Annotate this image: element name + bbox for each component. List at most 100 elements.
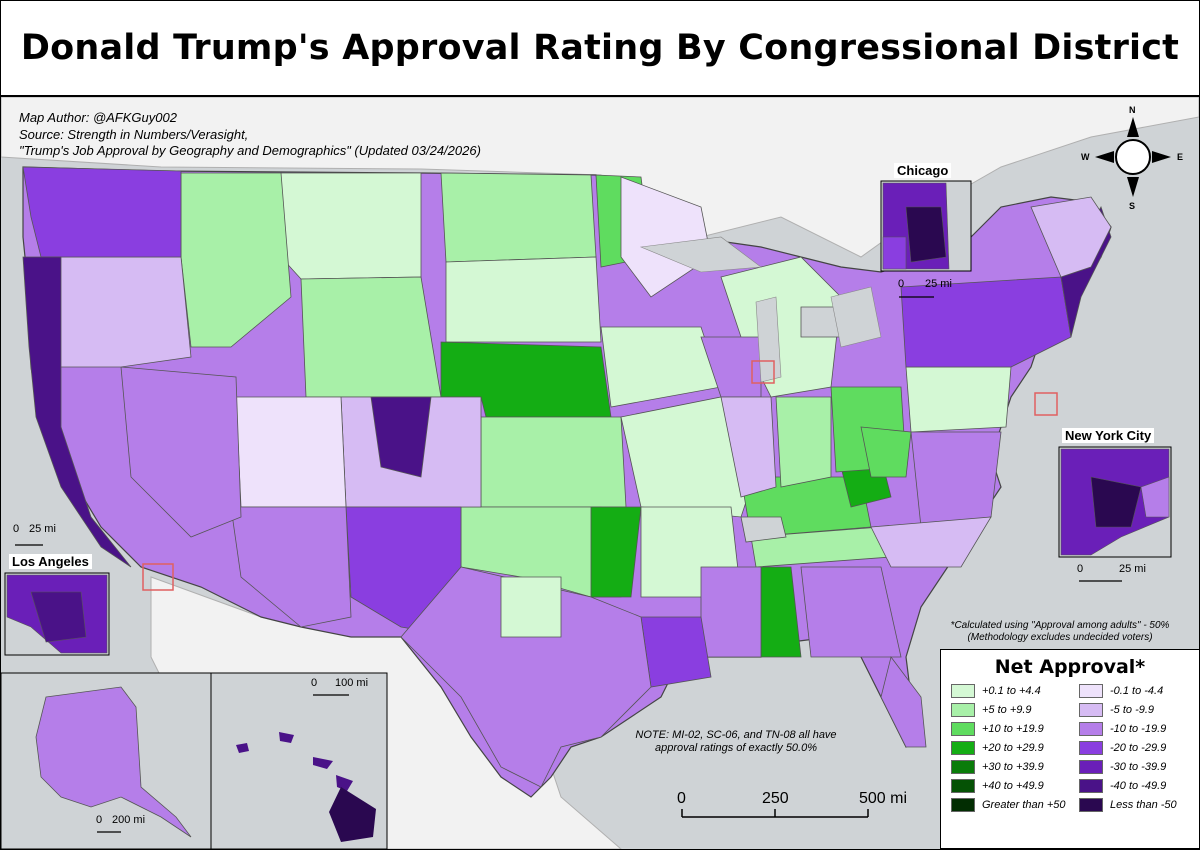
- legend-swatch: [951, 703, 975, 717]
- nyc-label: New York City: [1062, 428, 1155, 443]
- denver-region: [370, 396, 432, 478]
- legend-grid: +0.1 to +4.4 -0.1 to -4.4 +5 to +9.9 -5 to …: [941, 684, 1199, 812]
- nyc-inset-east: [1140, 476, 1170, 518]
- chicago-inset-south: [882, 236, 907, 270]
- arizona-region: [230, 506, 352, 628]
- illinois-region: [720, 396, 777, 498]
- nyc-scale-label: 25 mi: [1119, 563, 1146, 575]
- north-carolina-region: [870, 516, 992, 568]
- compass-west: W: [1081, 152, 1090, 162]
- legend-label: +5 to +9.9: [982, 704, 1032, 716]
- legend-item-positive: +40 to +49.9: [951, 779, 1079, 793]
- legend-swatch: [1079, 798, 1103, 812]
- map-frame: Map Author: @AFKGuy002 Source: Strength …: [0, 96, 1200, 850]
- alaska-land: [35, 686, 192, 838]
- chicago-scale-zero: 0: [898, 278, 905, 290]
- legend-swatch: [951, 741, 975, 755]
- la-highlight-box: [142, 563, 174, 591]
- legend-item-positive: +20 to +29.9: [951, 741, 1079, 755]
- legend-item-negative: -0.1 to -4.4: [1079, 684, 1199, 698]
- la-scale-label: 25 mi: [29, 523, 56, 535]
- south-dakota-region: [445, 256, 602, 343]
- legend-title: Net Approval*: [994, 656, 1146, 678]
- legend-label: +20 to +29.9: [982, 742, 1044, 754]
- missouri-gray-region: [740, 516, 787, 543]
- exact-note-line2: approval ratings of exactly 50.0%: [654, 742, 818, 754]
- utah-region: [235, 396, 347, 508]
- georgia-region: [800, 566, 902, 658]
- legend-item-negative: -20 to -29.9: [1079, 741, 1199, 755]
- exact-note-line1: NOTE: MI-02, SC-06, and TN-08 all have: [635, 729, 837, 741]
- texas-region: [400, 566, 652, 788]
- legend-swatch: [1079, 684, 1103, 698]
- pennsylvania-region: [905, 366, 1012, 433]
- legend-label: +10 to +19.9: [982, 723, 1044, 735]
- florida-region: [880, 656, 927, 748]
- washington-region: [22, 166, 182, 258]
- legend-label: -20 to -29.9: [1110, 742, 1167, 754]
- chicago-scale-label: 25 mi: [925, 278, 952, 290]
- map-canvas: [1, 97, 1199, 849]
- chicago-inset-core: [905, 206, 947, 263]
- hawaii-scale-zero: 0: [311, 677, 318, 689]
- mississippi-region: [700, 566, 762, 658]
- indiana-region: [775, 396, 832, 488]
- alaska-scale-label: 200 mi: [112, 814, 146, 826]
- calc-note-line1: *Calculated using "Approval among adults…: [950, 620, 1170, 631]
- legend-swatch: [1079, 703, 1103, 717]
- la-label: Los Angeles: [9, 554, 92, 569]
- hawaii-molokai: [313, 757, 333, 769]
- legend-label: +30 to +39.9: [982, 761, 1044, 773]
- legend-item-positive: Greater than +50: [951, 798, 1079, 812]
- legend-item-positive: +30 to +39.9: [951, 760, 1079, 774]
- legend-item-positive: +0.1 to +4.4: [951, 684, 1079, 698]
- oklahoma-east-region: [590, 506, 642, 598]
- legend-label: -5 to -9.9: [1110, 704, 1155, 716]
- legend-item-negative: -5 to -9.9: [1079, 703, 1199, 717]
- la-scale-zero: 0: [13, 523, 20, 535]
- california-coast-region: [22, 256, 132, 568]
- calc-note-line2: (Methodology excludes undecided voters): [967, 632, 1153, 643]
- wyoming-region: [300, 276, 442, 398]
- west-virginia-region: [860, 426, 912, 478]
- legend-label: +0.1 to +4.4: [982, 685, 1041, 697]
- legend-swatch: [1079, 779, 1103, 793]
- nevada-region: [120, 366, 242, 538]
- legend-item-negative: -30 to -39.9: [1079, 760, 1199, 774]
- main-scale-zero: 0: [677, 790, 686, 807]
- hawaii-oahu: [279, 732, 294, 743]
- legend: Net Approval* +0.1 to +4.4 -0.1 to -4.4 +5…: [940, 649, 1199, 849]
- title-bar: Donald Trump's Approval Rating By Congre…: [0, 0, 1200, 96]
- legend-label: Greater than +50: [982, 799, 1066, 811]
- legend-label: -40 to -49.9: [1110, 780, 1167, 792]
- hawaii-big-island: [329, 787, 376, 842]
- legend-swatch: [1079, 722, 1103, 736]
- legend-swatch: [1079, 741, 1103, 755]
- lake-superior: [639, 236, 762, 273]
- legend-item-negative: -10 to -19.9: [1079, 722, 1199, 736]
- compass-east: E: [1177, 152, 1184, 162]
- main-scale-mid: 250: [762, 790, 789, 807]
- north-dakota-region: [440, 172, 597, 263]
- texas-north-region: [500, 576, 562, 638]
- nyc-scale-zero: 0: [1077, 563, 1084, 575]
- calculation-note: *Calculated using "Approval among adults…: [921, 620, 1199, 644]
- legend-swatch: [951, 779, 975, 793]
- hawaii-maui: [336, 775, 353, 791]
- nyc-highlight-box: [1034, 392, 1058, 416]
- compass-rose: [1095, 117, 1171, 197]
- source-title: "Trump's Job Approval by Geography and D…: [19, 143, 481, 158]
- new-york-region: [900, 276, 1072, 368]
- legend-label: +40 to +49.9: [982, 780, 1044, 792]
- lake-huron: [830, 286, 882, 348]
- legend-swatch: [951, 684, 975, 698]
- alaska-scale-zero: 0: [96, 814, 103, 826]
- legend-item-positive: +5 to +9.9: [951, 703, 1079, 717]
- legend-swatch: [951, 760, 975, 774]
- compass-north: N: [1129, 105, 1136, 115]
- compass-south: S: [1129, 201, 1136, 211]
- oregon-region: [40, 256, 192, 368]
- map-title: Donald Trump's Approval Rating By Congre…: [20, 28, 1180, 68]
- legend-swatch: [951, 798, 975, 812]
- hawaii-scale-label: 100 mi: [335, 677, 369, 689]
